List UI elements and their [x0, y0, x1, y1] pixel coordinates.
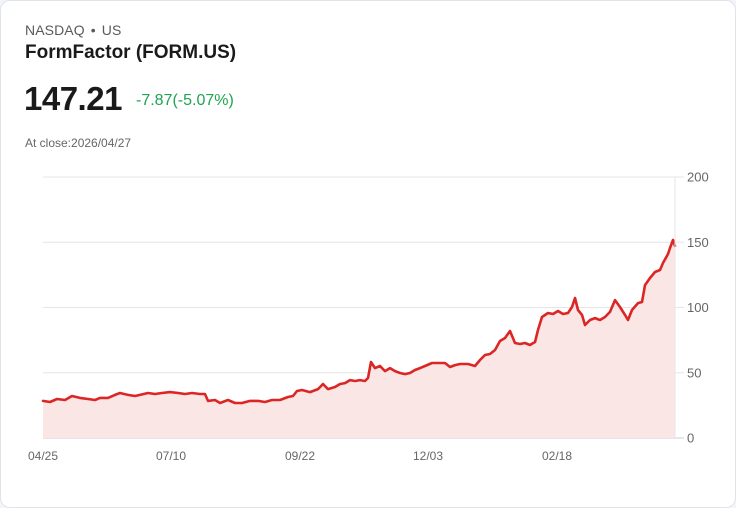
y-tick-label: 50 [687, 365, 701, 380]
x-tick-label: 04/25 [28, 449, 58, 463]
current-price: 147.21 [24, 80, 122, 117]
x-tick-label: 02/18 [542, 449, 572, 463]
x-tick-label: 12/03 [413, 449, 443, 463]
y-tick-label: 200 [687, 170, 709, 185]
x-tick-label: 09/22 [285, 449, 315, 463]
y-tick-label: 0 [687, 431, 694, 446]
price-line [41, 238, 677, 405]
price-area-fill [43, 240, 675, 438]
close-date: At close:2026/04/27 [25, 136, 132, 150]
x-axis-ticks: 04/25 07/10 09/22 12/03 02/18 [28, 449, 572, 463]
separator-dot: • [90, 22, 96, 38]
stock-title: FormFactor (FORM.US) [25, 42, 237, 63]
y-axis-ticks: 0 50 100 150 200 [687, 170, 709, 446]
x-tick-label: 07/10 [156, 449, 186, 463]
y-tick-label: 100 [687, 300, 709, 315]
exchange-line: NASDAQ • US [25, 22, 121, 38]
region: US [101, 22, 122, 38]
exchange-name: NASDAQ [25, 22, 85, 38]
y-tick-label: 150 [687, 235, 709, 250]
price-change: -7.87(-5.07%) [136, 92, 234, 109]
